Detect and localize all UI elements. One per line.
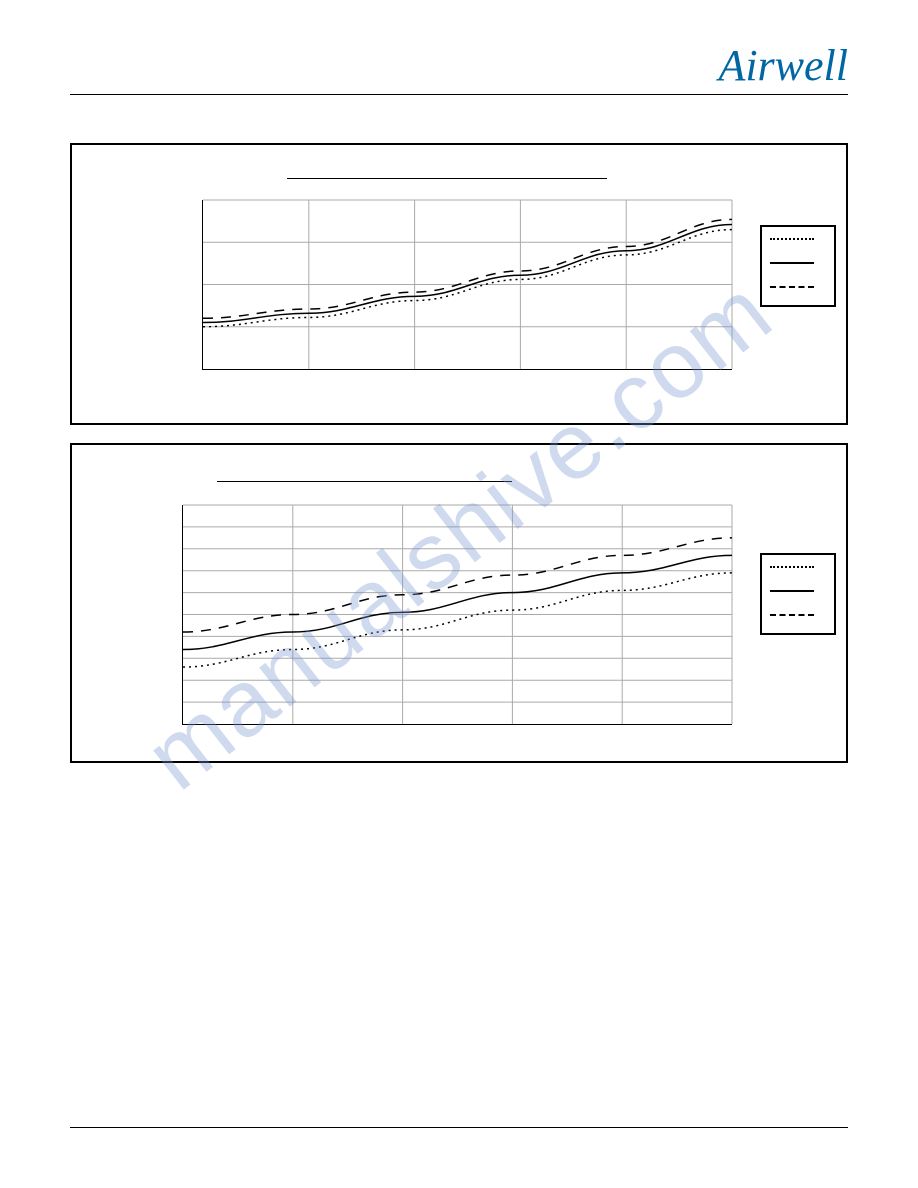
legend-item xyxy=(762,603,834,627)
plot-area-1 xyxy=(202,200,732,370)
chart-1-svg xyxy=(203,200,732,369)
chart-title-underline xyxy=(217,481,512,482)
footer-rule xyxy=(70,1127,848,1128)
legend-swatch-dashed xyxy=(770,286,814,288)
chart-title-underline xyxy=(287,178,607,179)
legend-item xyxy=(762,579,834,603)
legend-swatch-dashed xyxy=(770,614,814,616)
legend-swatch-solid xyxy=(770,262,814,264)
chart-cooling-capacity xyxy=(70,143,848,425)
brand-logo: Airwell xyxy=(718,40,848,91)
legend-swatch-dotted xyxy=(770,238,814,240)
legend-swatch-dotted xyxy=(770,566,814,568)
legend-2 xyxy=(760,553,836,635)
chart-heating-capacity xyxy=(70,443,848,763)
legend-item xyxy=(762,251,834,275)
legend-swatch-solid xyxy=(770,590,814,592)
plot-area-2 xyxy=(182,505,732,725)
page-header: Airwell xyxy=(70,40,848,95)
legend-item xyxy=(762,555,834,579)
chart-2-svg xyxy=(183,505,732,724)
legend-item xyxy=(762,275,834,299)
legend-1 xyxy=(760,225,836,307)
legend-item xyxy=(762,227,834,251)
page-content: Airwell xyxy=(70,40,848,1128)
